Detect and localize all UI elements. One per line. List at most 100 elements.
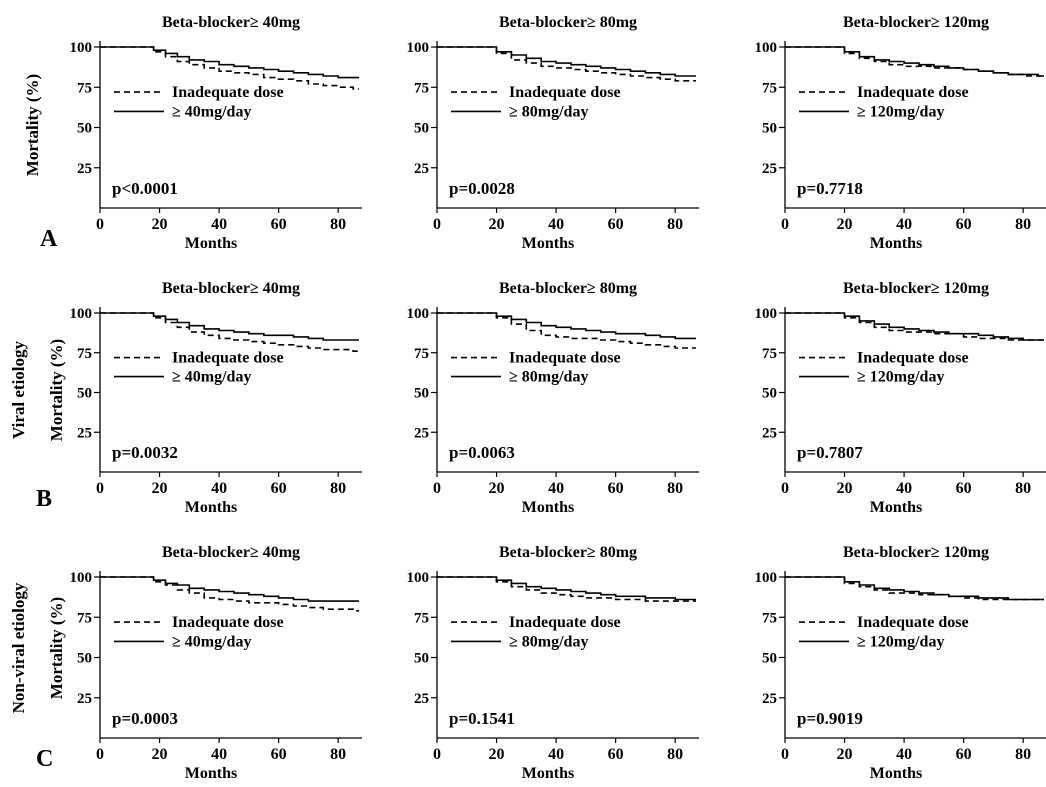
x-tick-label: 20 — [489, 216, 505, 233]
p-value-label: p=0.1541 — [449, 709, 515, 728]
row-b-side-label-2: Mortality (%) — [47, 339, 66, 441]
series-line-adequate — [785, 46, 1044, 77]
x-tick-label: 60 — [608, 480, 624, 497]
x-axis-title: Months — [185, 235, 237, 252]
row-c-side-label: Non-viral etiology — [9, 582, 28, 713]
panel-title: Beta-blocker≥ 80mg — [499, 280, 637, 297]
x-tick-label: 40 — [548, 216, 564, 233]
y-tick-label: 75 — [414, 610, 429, 626]
x-tick-label: 20 — [489, 746, 505, 763]
y-tick-label: 75 — [762, 80, 777, 96]
series-line-adequate — [785, 312, 1044, 341]
y-tick-label: 75 — [762, 610, 777, 626]
legend-label-adequate: ≥ 80mg/day — [509, 369, 588, 386]
p-value-label: p=0.0063 — [449, 443, 515, 462]
row-letter-b: B — [36, 486, 52, 512]
km-panel-c-2: Beta-blocker≥ 80mg 0 20 40 60 80 Months 25 50 75 1… — [407, 544, 699, 782]
x-tick-label: 0 — [433, 480, 441, 497]
x-tick-label: 0 — [433, 746, 441, 763]
y-tick-label: 50 — [77, 651, 92, 667]
x-tick-label: 0 — [96, 216, 104, 233]
x-tick-label: 20 — [489, 480, 505, 497]
x-tick-label: 80 — [667, 216, 683, 233]
series-line-inadequate — [100, 46, 359, 90]
x-tick-label: 40 — [211, 480, 227, 497]
x-tick-label: 0 — [781, 216, 789, 233]
legend-label-adequate: ≥ 120mg/day — [857, 369, 944, 386]
y-tick-label: 100 — [407, 306, 430, 322]
p-value-label: p=0.7718 — [797, 179, 863, 198]
panel-title: Beta-blocker≥ 80mg — [499, 544, 637, 561]
km-panel-c-3: Beta-blocker≥ 120mg 0 20 40 60 80 Months 25 50 75… — [755, 544, 1046, 782]
series-line-adequate — [100, 576, 359, 602]
p-value-label: p=0.0028 — [449, 179, 515, 198]
x-tick-label: 0 — [96, 480, 104, 497]
x-tick-label: 0 — [433, 216, 441, 233]
x-axis-title: Months — [522, 499, 574, 516]
km-panel-b-1: Beta-blocker≥ 40mg 0 20 40 60 80 Months 25 50 75 1… — [70, 280, 362, 516]
legend-label-adequate: ≥ 120mg/day — [857, 633, 944, 650]
y-tick-label: 100 — [70, 570, 93, 586]
x-tick-label: 40 — [896, 480, 912, 497]
legend-label-adequate: ≥ 40mg/day — [172, 369, 251, 386]
series-line-inadequate — [785, 312, 1044, 341]
y-tick-label: 25 — [414, 161, 429, 177]
x-tick-label: 80 — [330, 216, 346, 233]
x-tick-label: 20 — [152, 480, 168, 497]
panel-title: Beta-blocker≥ 120mg — [843, 544, 989, 561]
x-tick-label: 60 — [956, 480, 972, 497]
x-tick-label: 60 — [956, 216, 972, 233]
x-tick-label: 80 — [330, 746, 346, 763]
series-line-adequate — [100, 46, 359, 79]
y-tick-label: 100 — [407, 40, 430, 56]
p-value-label: p=0.0003 — [112, 709, 178, 728]
series-line-inadequate — [785, 46, 1044, 77]
panel-title: Beta-blocker≥ 120mg — [843, 280, 989, 297]
x-axis-title: Months — [185, 499, 237, 516]
series-line-adequate — [437, 46, 696, 77]
panel-title: Beta-blocker≥ 80mg — [499, 14, 637, 31]
x-tick-label: 0 — [781, 480, 789, 497]
p-value-label: p<0.0001 — [112, 179, 178, 198]
x-tick-label: 60 — [271, 216, 287, 233]
x-tick-label: 20 — [152, 746, 168, 763]
x-tick-label: 80 — [1015, 216, 1031, 233]
y-tick-label: 100 — [755, 306, 778, 322]
panel-title: Beta-blocker≥ 120mg — [843, 14, 989, 31]
x-tick-label: 20 — [837, 746, 853, 763]
y-tick-label: 100 — [755, 40, 778, 56]
series-line-adequate — [437, 312, 696, 340]
y-tick-label: 100 — [70, 40, 93, 56]
legend-label-inadequate: Inadequate dose — [172, 350, 284, 367]
panel-title: Beta-blocker≥ 40mg — [162, 544, 300, 561]
x-tick-label: 0 — [96, 746, 104, 763]
y-tick-label: 50 — [762, 651, 777, 667]
series-line-adequate — [100, 312, 359, 341]
x-tick-label: 60 — [608, 216, 624, 233]
legend-label-adequate: ≥ 120mg/day — [857, 103, 944, 120]
x-tick-label: 20 — [837, 480, 853, 497]
legend-label-inadequate: Inadequate dose — [857, 614, 969, 631]
x-tick-label: 0 — [781, 746, 789, 763]
x-axis-title: Months — [870, 765, 922, 782]
legend-label-adequate: ≥ 40mg/day — [172, 633, 251, 650]
y-tick-label: 75 — [77, 80, 92, 96]
panel-title: Beta-blocker≥ 40mg — [162, 280, 300, 297]
legend-label-adequate: ≥ 80mg/day — [509, 633, 588, 650]
series-line-inadequate — [100, 576, 359, 612]
y-tick-label: 25 — [414, 691, 429, 707]
x-tick-label: 60 — [608, 746, 624, 763]
legend-label-inadequate: Inadequate dose — [857, 84, 969, 101]
series-line-inadequate — [785, 576, 1044, 601]
x-tick-label: 80 — [667, 480, 683, 497]
y-tick-label: 100 — [407, 570, 430, 586]
y-tick-label: 25 — [762, 161, 777, 177]
y-tick-label: 50 — [414, 651, 429, 667]
p-value-label: p=0.0032 — [112, 443, 178, 462]
km-panel-a-1: Beta-blocker≥ 40mg 0 20 40 60 80 Months 25 50 75 1… — [70, 14, 362, 252]
km-panel-a-2: Beta-blocker≥ 80mg 0 20 40 60 80 Months 25 50 75 1… — [407, 14, 699, 252]
legend-label-inadequate: Inadequate dose — [509, 614, 621, 631]
y-tick-label: 25 — [414, 425, 429, 441]
km-panel-b-3: Beta-blocker≥ 120mg 0 20 40 60 80 Months 25 50 75… — [755, 280, 1046, 516]
